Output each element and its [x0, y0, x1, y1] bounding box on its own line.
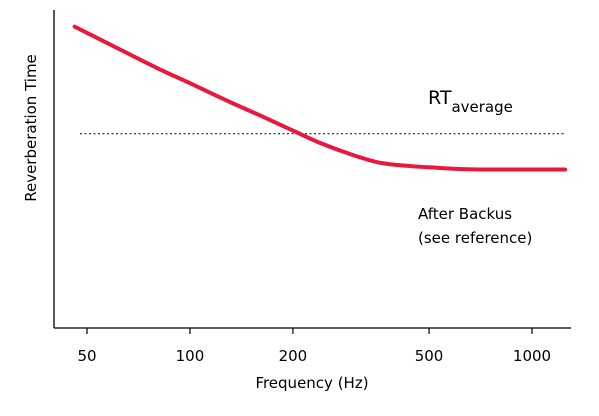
x-tick-label-200: 200 — [279, 347, 308, 365]
x-ticks — [86, 328, 533, 334]
x-tick-label-100: 100 — [176, 347, 205, 365]
x-tick-label-50: 50 — [77, 347, 96, 365]
y-axis-title: Reverberation Time — [22, 54, 40, 202]
x-tick-label-1000: 1000 — [513, 347, 551, 365]
rt-average-label: RTaverage — [428, 87, 513, 116]
axes — [53, 10, 571, 329]
rt-label-main: RT — [428, 87, 452, 109]
annotation-line-2: (see reference) — [418, 229, 532, 247]
series-line — [72, 24, 568, 172]
x-tick-label-500: 500 — [415, 347, 444, 365]
x-tick-labels: 50 100 200 500 1000 — [77, 347, 551, 365]
rt-label-sub: average — [451, 98, 512, 116]
x-axis-title: Frequency (Hz) — [255, 374, 368, 392]
annotation-line-1: After Backus — [418, 205, 512, 223]
